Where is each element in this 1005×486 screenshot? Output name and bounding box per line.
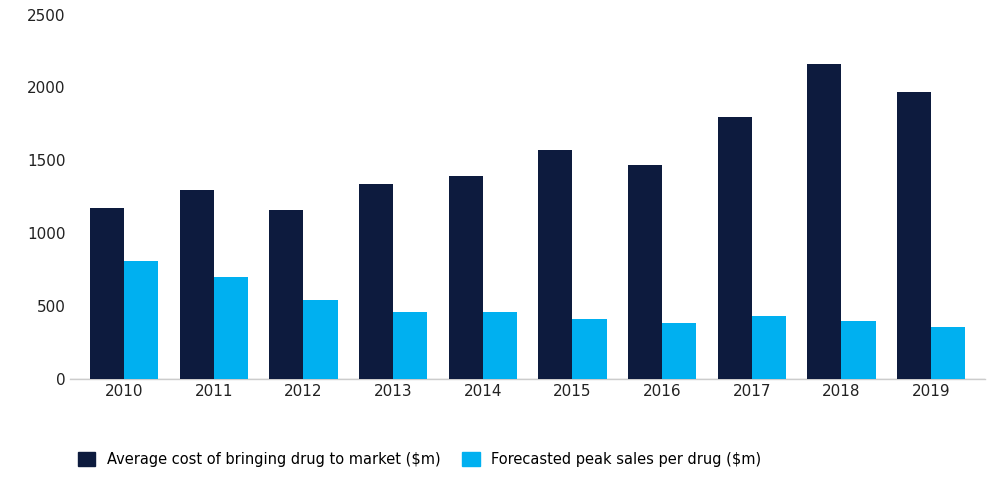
Bar <box>125 261 158 379</box>
Bar <box>662 323 696 379</box>
Legend: Average cost of bringing drug to market ($m), Forecasted peak sales per drug ($m: Average cost of bringing drug to market … <box>77 452 762 467</box>
Bar <box>482 312 517 379</box>
Bar <box>718 117 752 379</box>
Bar <box>304 299 338 379</box>
Bar <box>539 150 573 379</box>
Bar <box>269 210 304 379</box>
Bar <box>180 190 214 379</box>
Bar <box>393 312 427 379</box>
Bar <box>90 208 125 379</box>
Bar <box>628 165 662 379</box>
Bar <box>752 316 786 379</box>
Bar <box>931 327 965 379</box>
Bar <box>448 176 482 379</box>
Bar <box>573 319 607 379</box>
Bar <box>359 184 393 379</box>
Bar <box>897 92 931 379</box>
Bar <box>214 277 248 379</box>
Bar <box>841 322 875 379</box>
Bar <box>807 64 841 379</box>
